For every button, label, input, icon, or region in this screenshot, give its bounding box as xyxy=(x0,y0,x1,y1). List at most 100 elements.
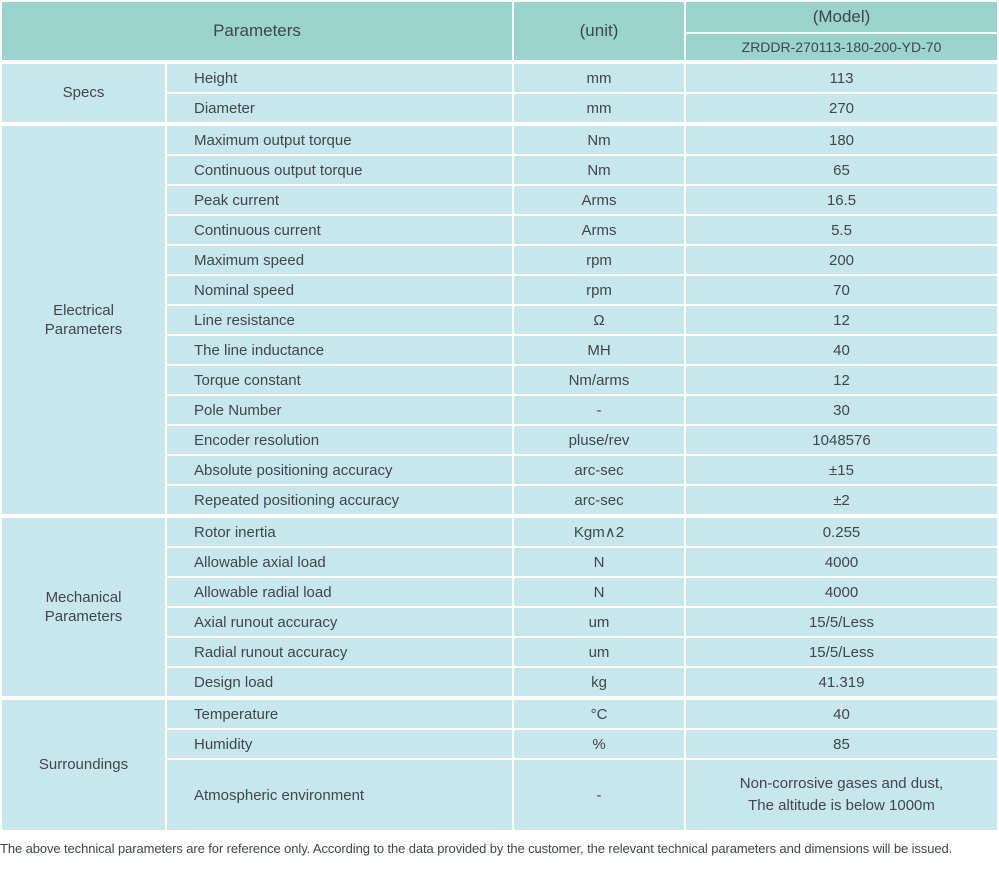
param-name-cell: Diameter xyxy=(167,94,512,122)
table-row: Humidity% 85 xyxy=(2,730,997,758)
table-row: Electrical Parameters Maximum output torq… xyxy=(2,126,997,514)
param-unit-cell: Kgm∧2 xyxy=(514,518,684,546)
param-name-cell: Repeated positioning accuracy xyxy=(167,486,512,514)
param-value-cell: 12 xyxy=(686,366,997,394)
param-name-cell: Maximum speed xyxy=(167,246,512,274)
param-unit-cell: um xyxy=(514,608,684,636)
param-value-cell: 180 xyxy=(686,126,997,154)
param-name-cell: The line inductance xyxy=(167,336,512,364)
table-row: Line resistance Ω 12 xyxy=(2,306,997,334)
section-table: Electrical Parameters Maximum output torq… xyxy=(0,124,999,516)
param-value-cell: 30 xyxy=(686,396,997,424)
param-value-cell: 4000 xyxy=(686,548,997,576)
param-value-cell: 270 xyxy=(686,94,997,122)
header-parameters-label: Parameters xyxy=(2,2,512,60)
param-value-cell: 0.255 xyxy=(686,518,997,546)
param-name-cell: Design load xyxy=(167,668,512,696)
param-unit-cell: Nm/arms xyxy=(514,366,684,394)
param-unit-cell: kg xyxy=(514,668,684,696)
param-name-cell: Allowable axial load xyxy=(167,548,512,576)
param-unit-cell: Arms xyxy=(514,186,684,214)
param-value-cell: 4000 xyxy=(686,578,997,606)
table-row: Nominal speed rpm 70 xyxy=(2,276,997,304)
param-name-cell: Peak current xyxy=(167,186,512,214)
param-unit-cell: % xyxy=(514,730,684,758)
table-row: The line inductance MH 40 xyxy=(2,336,997,364)
param-name-cell: Height xyxy=(167,64,512,92)
table-row: Atmospheric environment - Non-corrosive ga… xyxy=(2,760,997,830)
table-row: Surroundings Temperature °C 40 xyxy=(2,700,997,830)
sections-container: Specs Height mm 113 Diameter mm 270 Electrical … xyxy=(0,62,999,832)
param-unit-cell: N xyxy=(514,578,684,606)
section-table: Surroundings Temperature °C 40 Humidity% 85 At… xyxy=(0,698,999,832)
table-row: Axial runout accuracy um 15/5/Less xyxy=(2,608,997,636)
param-value-cell: 113 xyxy=(686,64,997,92)
table-header: Parameters (unit) (Model) ZRDDR-270113-1… xyxy=(0,0,999,62)
table-row: Peak current Arms 16.5 xyxy=(2,186,997,214)
param-name-cell: Axial runout accuracy xyxy=(167,608,512,636)
param-unit-cell: °C xyxy=(514,700,684,728)
param-value-cell: 85 xyxy=(686,730,997,758)
header-unit-label: (unit) xyxy=(514,2,684,60)
table-row: Design load kg 41.319 xyxy=(2,668,997,696)
param-value-cell: 40 xyxy=(686,700,997,728)
param-name-cell: Absolute positioning accuracy xyxy=(167,456,512,484)
param-name-cell: Radial runout accuracy xyxy=(167,638,512,666)
param-value-cell: ±2 xyxy=(686,486,997,514)
table-row: Pole Number -30 xyxy=(2,396,997,424)
table-row: Radial runout accuracy um 15/5/Less xyxy=(2,638,997,666)
param-unit-cell: Ω xyxy=(514,306,684,334)
param-value-cell: 200 xyxy=(686,246,997,274)
table-row: Diameter mm 270 xyxy=(2,94,997,122)
header-row-bottom: ZRDDR-270113-180-200-YD-70 xyxy=(2,34,997,60)
group-label: Specs xyxy=(2,64,165,122)
param-value-cell: 1048576 xyxy=(686,426,997,454)
param-unit-cell: Nm xyxy=(514,156,684,184)
param-value-cell: 15/5/Less xyxy=(686,608,997,636)
table-row: Absolute positioning accuracy arc-sec ±15 xyxy=(2,456,997,484)
table-row: Allowable radial load N 4000 xyxy=(2,578,997,606)
group-label: Mechanical Parameters xyxy=(2,518,165,696)
param-value-cell: ±15 xyxy=(686,456,997,484)
param-unit-cell: rpm xyxy=(514,276,684,304)
param-value-cell: 40 xyxy=(686,336,997,364)
param-name-cell: Line resistance xyxy=(167,306,512,334)
table-row: Encoder resolution pluse/rev 1048576 xyxy=(2,426,997,454)
table-row: Maximum speed rpm 200 xyxy=(2,246,997,274)
param-value-cell: 16.5 xyxy=(686,186,997,214)
param-value-cell: 70 xyxy=(686,276,997,304)
param-unit-cell: N xyxy=(514,548,684,576)
param-unit-cell: - xyxy=(514,760,684,830)
param-unit-cell: mm xyxy=(514,64,684,92)
param-value-cell: 41.319 xyxy=(686,668,997,696)
table-row: Continuous output torque Nm 65 xyxy=(2,156,997,184)
param-unit-cell: mm xyxy=(514,94,684,122)
header-model-value: ZRDDR-270113-180-200-YD-70 xyxy=(686,34,997,60)
section-table: Mechanical Parameters Rotor inertia Kgm∧2 0… xyxy=(0,516,999,698)
param-name-cell: Torque constant xyxy=(167,366,512,394)
param-name-cell: Nominal speed xyxy=(167,276,512,304)
table-row: Torque constant Nm/arms 12 xyxy=(2,366,997,394)
param-unit-cell: Arms xyxy=(514,216,684,244)
param-value-cell: 5.5 xyxy=(686,216,997,244)
param-name-cell: Pole Number xyxy=(167,396,512,424)
param-value-cell: 15/5/Less xyxy=(686,638,997,666)
param-name-cell: Temperature xyxy=(167,700,512,728)
param-value-cell: 12 xyxy=(686,306,997,334)
footer-disclaimer: The above technical parameters are for r… xyxy=(0,841,953,856)
param-unit-cell: Nm xyxy=(514,126,684,154)
param-unit-cell: um xyxy=(514,638,684,666)
param-name-cell: Maximum output torque xyxy=(167,126,512,154)
table-row: Repeated positioning accuracy arc-sec ±2 xyxy=(2,486,997,514)
param-name-cell: Continuous current xyxy=(167,216,512,244)
group-label: Surroundings xyxy=(2,700,165,830)
param-unit-cell: arc-sec xyxy=(514,486,684,514)
param-value-cell: 65 xyxy=(686,156,997,184)
table-row: Continuous current Arms 5.5 xyxy=(2,216,997,244)
table-row: Allowable axial load N 4000 xyxy=(2,548,997,576)
param-name-cell: Humidity xyxy=(167,730,512,758)
table-row: Mechanical Parameters Rotor inertia Kgm∧2 0… xyxy=(2,518,997,696)
param-name-cell: Allowable radial load xyxy=(167,578,512,606)
param-unit-cell: arc-sec xyxy=(514,456,684,484)
